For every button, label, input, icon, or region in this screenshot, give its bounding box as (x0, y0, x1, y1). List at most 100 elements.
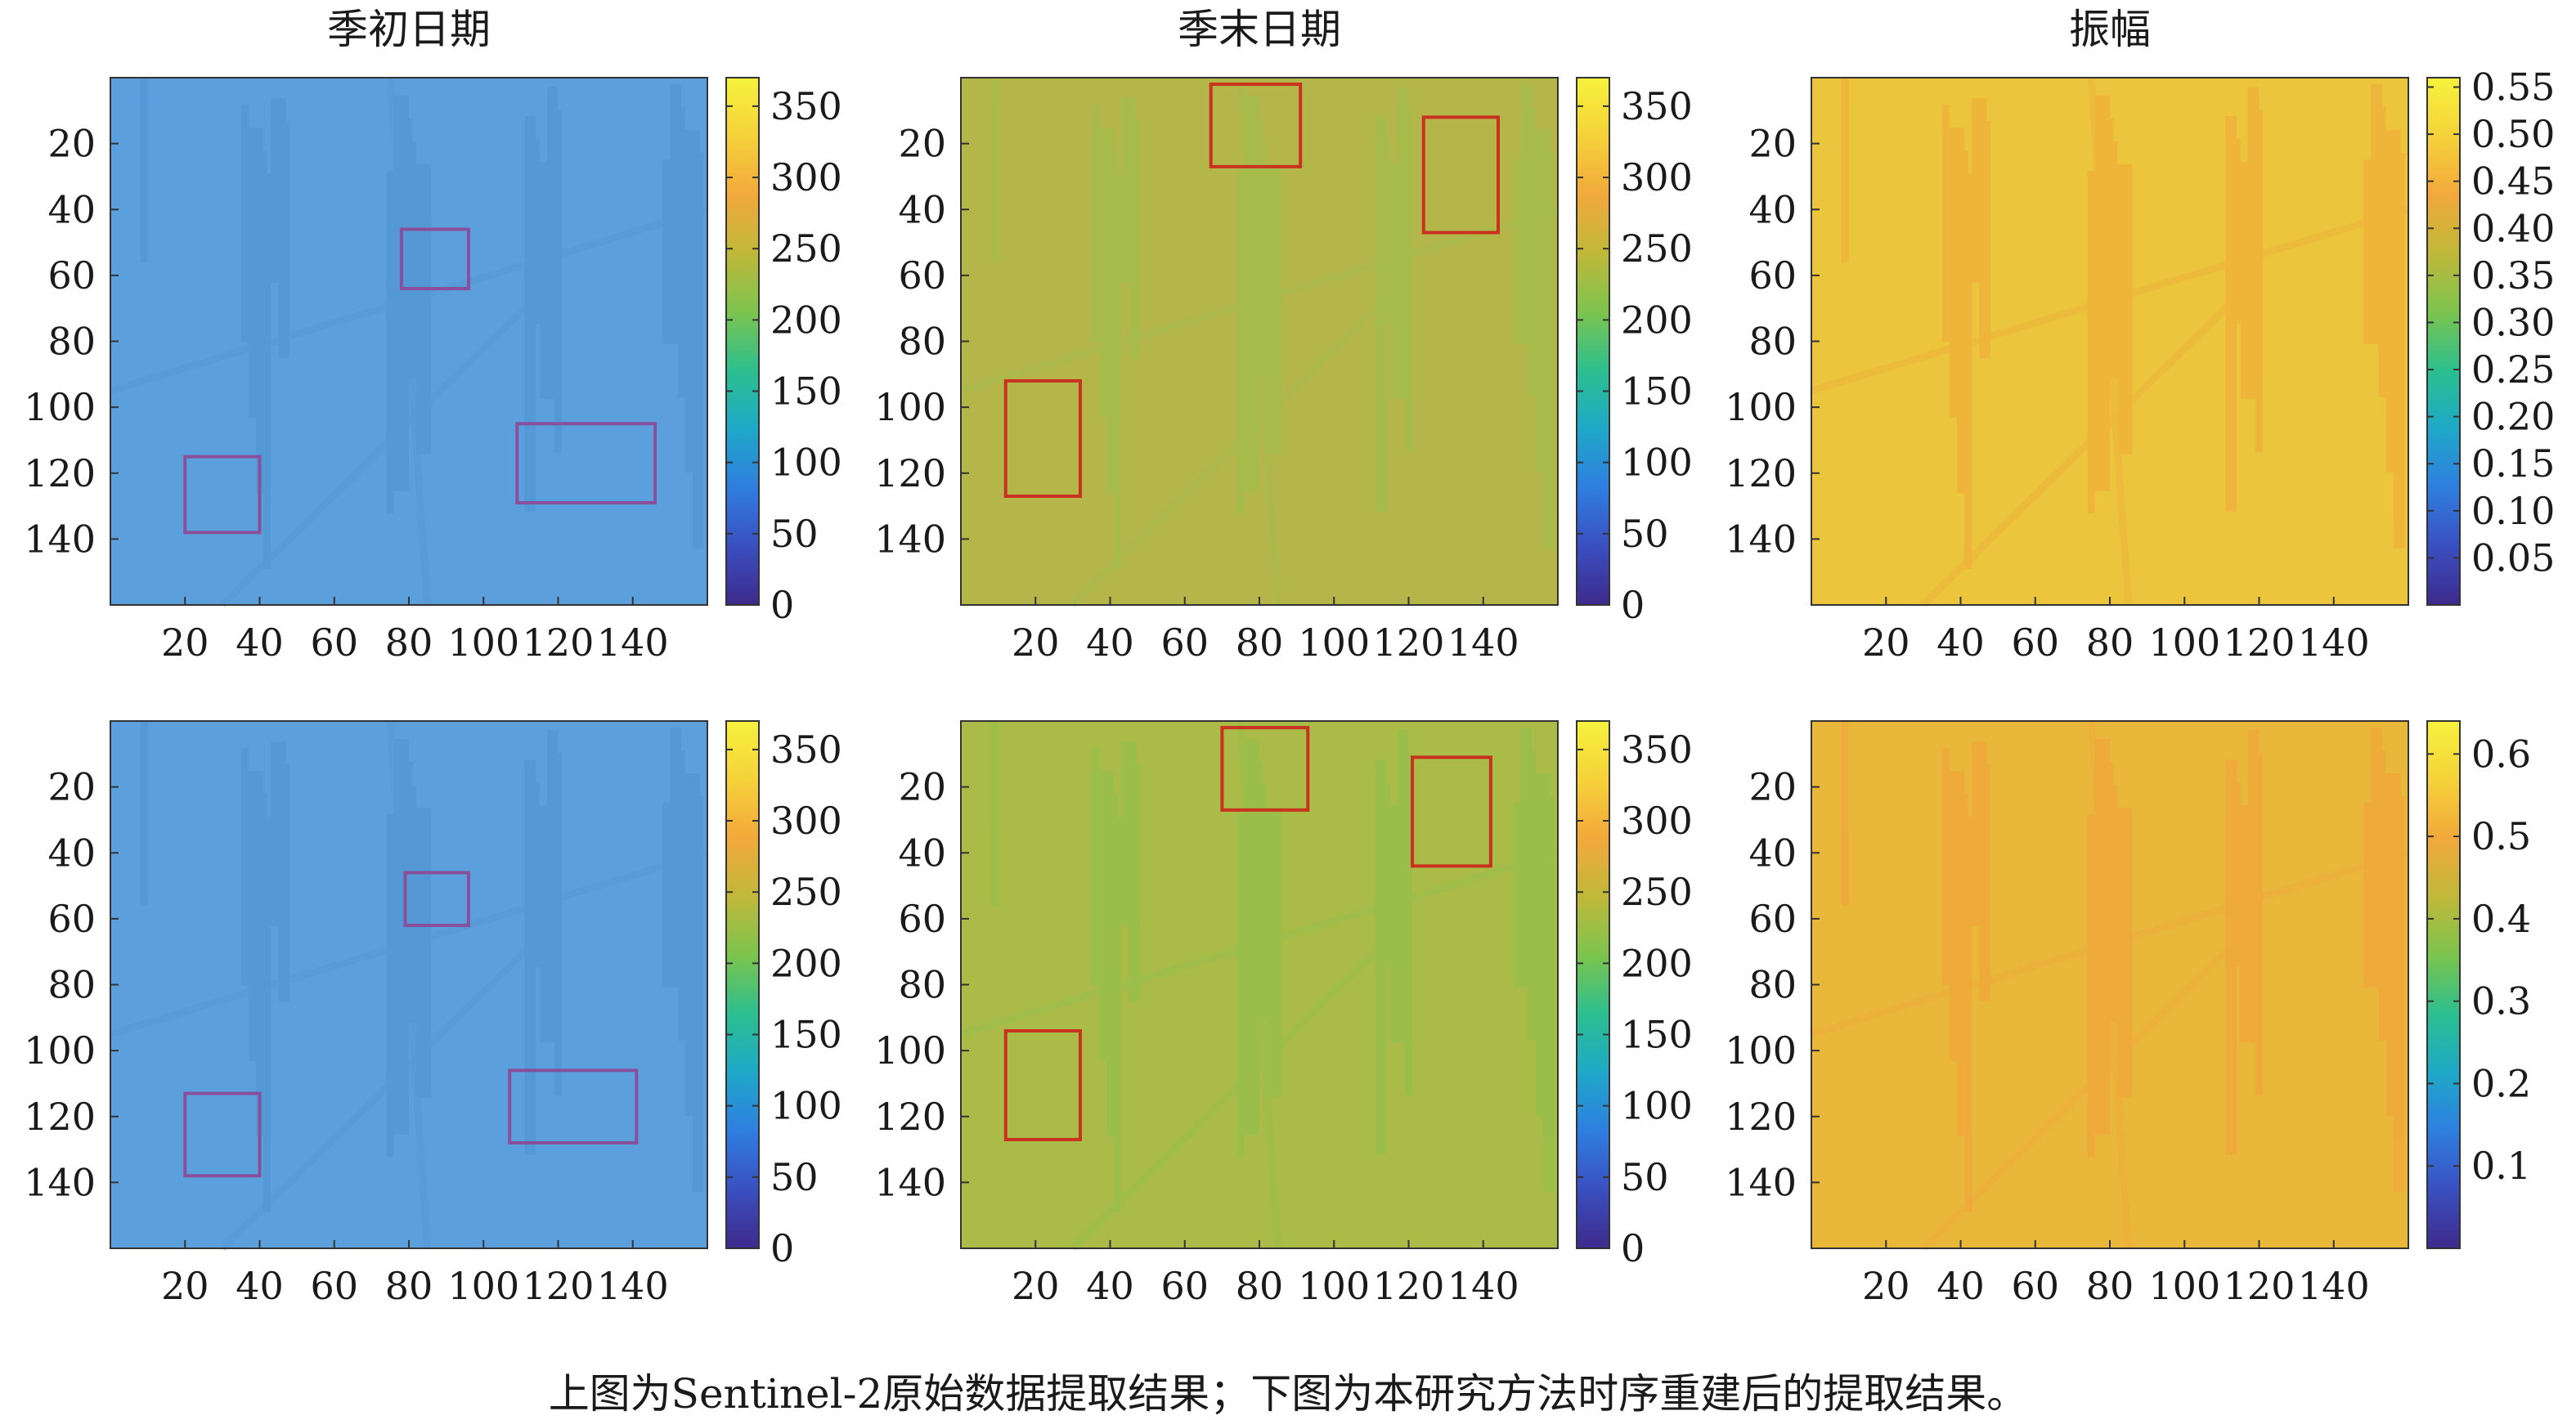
feature-line (219, 272, 561, 608)
x-tick-label: 120 (2224, 620, 2296, 665)
texture-stripe (524, 759, 536, 1155)
x-tick-label: 40 (1086, 620, 1134, 665)
colorbar-tick-label: 200 (1621, 941, 1693, 985)
colorbar-tick-label: 200 (770, 941, 842, 985)
texture-stripe (2240, 805, 2255, 1043)
texture-stripe (1098, 771, 1115, 1061)
colorbar-tick-label: 50 (770, 512, 819, 556)
texture-stripe (1375, 759, 1387, 1155)
feature-line (2087, 720, 2133, 1249)
texture-stripe (2225, 759, 2237, 1155)
texture-stripe (1121, 741, 1137, 926)
colorbar-tick-label: 300 (770, 155, 842, 199)
colorbar-tick-label: 300 (1621, 155, 1693, 199)
x-tick-label: 20 (1862, 1264, 1910, 1308)
colorbar-tick-label: 0.35 (2471, 253, 2555, 298)
x-tick-label: 100 (447, 1264, 519, 1308)
heatmap-texture (109, 77, 709, 608)
x-tick-label: 140 (597, 1264, 669, 1308)
y-tick-label: 140 (24, 517, 96, 561)
colorbar-tick-label: 0.3 (2471, 979, 2531, 1024)
y-tick-label: 20 (898, 765, 946, 809)
y-tick-label: 80 (47, 320, 96, 364)
y-tick-label: 40 (1748, 831, 1797, 875)
y-tick-label: 40 (898, 831, 946, 875)
colorbar-tick-label: 150 (1621, 370, 1693, 414)
feature-line (219, 916, 561, 1252)
x-tick-label: 100 (1298, 1264, 1370, 1308)
texture-stripe (393, 739, 409, 1135)
y-tick-label: 140 (874, 517, 946, 561)
colorbar-tick-label: 0.40 (2471, 206, 2555, 250)
heatmap-texture (959, 77, 1560, 608)
texture-stripe (1513, 159, 1528, 344)
colorbar-tick-label: 350 (770, 84, 842, 128)
texture-stripe (386, 171, 394, 514)
feature-line (1920, 272, 2262, 608)
texture-stripe (1267, 808, 1282, 1098)
texture-stripe (1841, 721, 1849, 906)
x-tick-label: 80 (1236, 620, 1284, 665)
colorbar-tick-label: 0.6 (2471, 732, 2531, 776)
colorbar-tick-label: 100 (1621, 441, 1693, 485)
heatmap-texture (109, 720, 709, 1252)
texture-stripe (240, 748, 249, 986)
texture-stripe (990, 78, 999, 262)
feature-line (959, 205, 1560, 395)
texture-stripe (2094, 739, 2110, 1135)
colorbar-tick-label: 0.25 (2471, 347, 2555, 392)
colorbar-tick-label: 0.30 (2471, 300, 2555, 344)
texture-stripe (1236, 814, 1245, 1158)
colorbar-tick-label: 200 (770, 298, 842, 342)
feature-line (1810, 205, 2410, 395)
colorbar-tick-label: 50 (1621, 512, 1669, 556)
x-tick-label: 20 (1862, 620, 1910, 665)
x-tick-label: 120 (2224, 1264, 2296, 1308)
colorbar-tick-label: 300 (1621, 799, 1693, 843)
roi-box (183, 1091, 262, 1178)
y-tick-label: 80 (1748, 963, 1797, 1007)
texture-stripe (1941, 105, 1950, 343)
figure-caption: 上图为Sentinel-2原始数据提取结果；下图为本研究方法时序重建后的提取结果… (548, 1370, 2028, 1418)
texture-stripe (662, 159, 678, 344)
y-tick-label: 100 (24, 385, 96, 429)
y-tick-label: 20 (898, 122, 946, 166)
texture-stripe (1267, 164, 1282, 455)
colorbar-tick-label: 0.50 (2471, 112, 2555, 156)
x-tick-label: 100 (2148, 620, 2220, 665)
roi-box (1003, 379, 1082, 498)
texture-stripe (1972, 741, 1987, 926)
x-tick-label: 60 (2011, 1264, 2059, 1308)
texture-stripe (416, 808, 432, 1098)
x-tick-label: 40 (1936, 620, 1985, 665)
colorbar-tick-label: 200 (1621, 298, 1693, 342)
texture-stripe (2385, 130, 2401, 473)
roi-box (403, 871, 470, 927)
x-tick-label: 20 (161, 620, 209, 665)
x-tick-label: 140 (1447, 1264, 1519, 1308)
roi-box (1003, 1028, 1082, 1141)
texture-stripe (271, 741, 286, 926)
texture-stripe (539, 162, 554, 400)
texture-stripe (1941, 748, 1950, 986)
colorbar-tick-label: 0.55 (2471, 65, 2555, 110)
x-tick-label: 100 (1298, 620, 1370, 665)
texture-stripe (684, 773, 700, 1117)
y-tick-label: 40 (47, 831, 96, 875)
colorbar-tick-label: 0.2 (2471, 1061, 2531, 1105)
texture-stripe (2117, 808, 2133, 1098)
colorbar-tick-label: 150 (770, 370, 842, 414)
texture-stripe (393, 96, 409, 491)
texture-stripe (2363, 159, 2379, 344)
colorbar-tick-label: 150 (770, 1013, 842, 1057)
y-tick-label: 80 (47, 963, 96, 1007)
texture-stripe (1949, 128, 1965, 418)
texture-stripe (248, 128, 264, 418)
x-tick-label: 60 (310, 620, 358, 665)
x-tick-label: 80 (2086, 1264, 2134, 1308)
colorbar (2426, 77, 2461, 606)
